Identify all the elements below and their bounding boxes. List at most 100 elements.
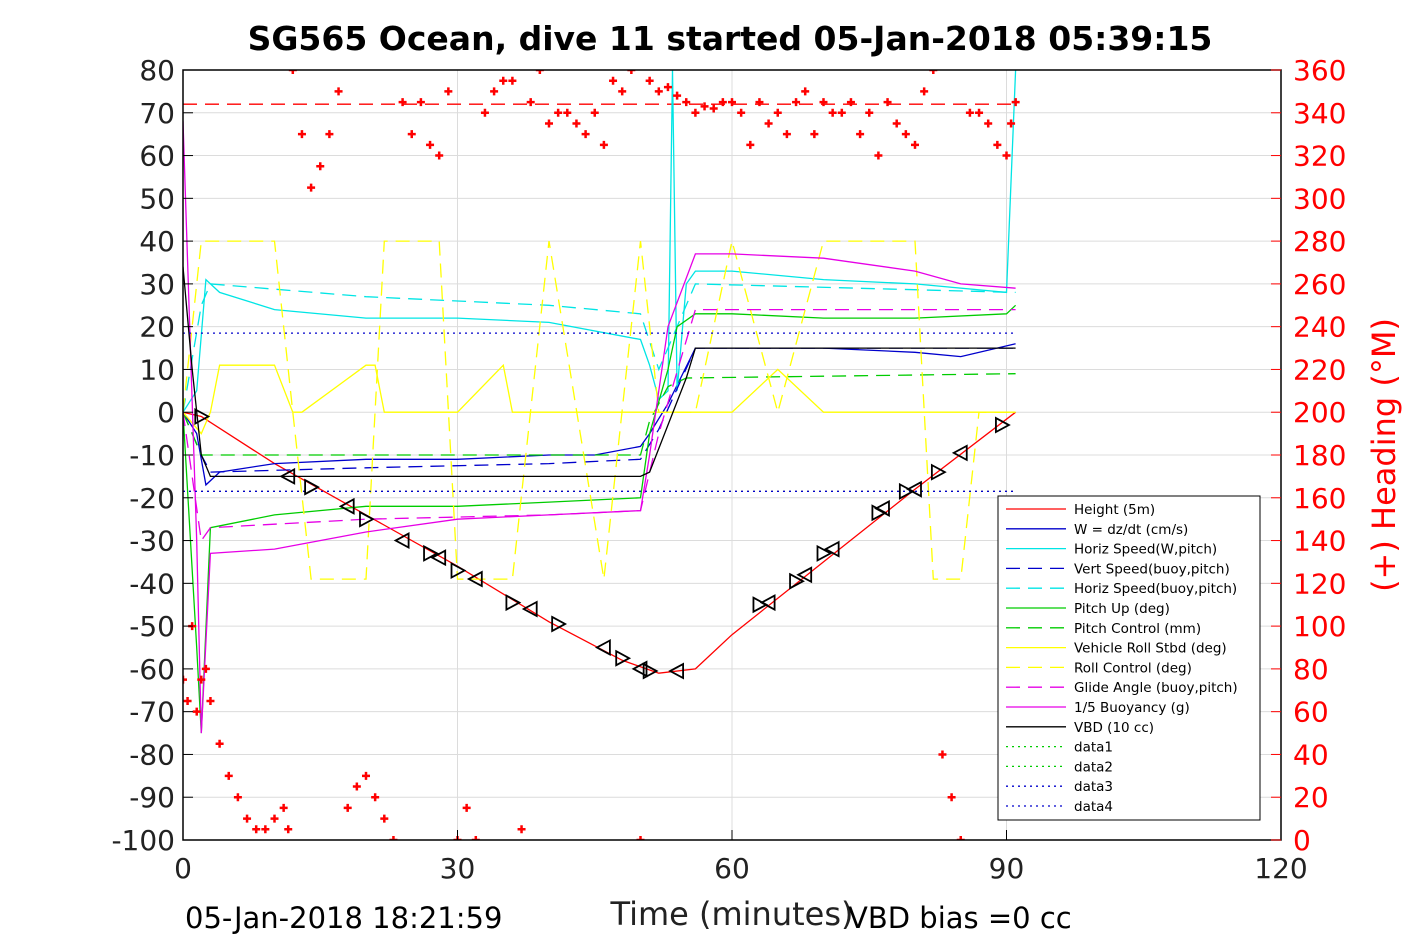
heading-point xyxy=(407,130,416,139)
heading-point xyxy=(911,140,919,149)
heading-point xyxy=(334,87,343,96)
y-tick-label: -20 xyxy=(129,482,175,515)
triangle-marker xyxy=(505,594,522,612)
heading-point xyxy=(901,130,910,139)
heading-point xyxy=(398,98,407,107)
y-right-tick-label: 360 xyxy=(1293,54,1346,87)
heading-point xyxy=(599,140,608,149)
y-right-tick-label: 200 xyxy=(1293,396,1346,429)
heading-point xyxy=(343,803,352,812)
heading-point xyxy=(545,119,553,128)
heading-point xyxy=(243,814,252,823)
heading-point xyxy=(773,108,782,117)
plot-area xyxy=(183,70,1020,840)
triangle-marker xyxy=(759,594,776,612)
triangle-marker xyxy=(874,499,890,517)
triangle-marker xyxy=(995,416,1011,434)
x-tick-label: 60 xyxy=(714,852,750,885)
heading-point xyxy=(288,70,297,74)
heading-point xyxy=(975,108,984,117)
heading-point xyxy=(801,87,810,96)
legend-label: data2 xyxy=(1074,759,1113,775)
heading-point xyxy=(792,98,801,107)
series-line-4 xyxy=(183,283,1016,413)
legend-label: 1/5 Buoyancy (g) xyxy=(1074,700,1190,716)
triangle-marker xyxy=(521,600,538,618)
legend-label: Height (5m) xyxy=(1074,502,1155,518)
heading-point xyxy=(192,707,201,716)
y-right-tick-label: 220 xyxy=(1293,353,1346,386)
triangle-marker xyxy=(279,467,296,485)
heading-point xyxy=(362,771,370,780)
x-tick-label: 120 xyxy=(1254,852,1307,885)
heading-point xyxy=(261,825,270,834)
triangle-marker xyxy=(423,544,439,562)
x-tick-label: 30 xyxy=(440,852,476,885)
triangle-marker xyxy=(631,660,648,678)
y-tick-label: 70 xyxy=(139,97,175,130)
y-tick-label: -60 xyxy=(129,653,175,686)
heading-point xyxy=(183,675,187,684)
heading-point xyxy=(929,70,938,74)
legend-label: VBD (10 cc) xyxy=(1074,720,1154,736)
heading-point xyxy=(609,76,618,85)
heading-point xyxy=(965,108,974,117)
heading-point xyxy=(499,76,508,85)
triangle-marker xyxy=(642,662,659,680)
heading-point xyxy=(233,793,242,802)
y-tick-label: 50 xyxy=(139,182,175,215)
series-line-5 xyxy=(183,304,1017,734)
heading-point xyxy=(526,98,535,107)
triangle-marker xyxy=(752,596,769,614)
heading-point xyxy=(755,98,764,107)
legend-label: W = dz/dt (cm/s) xyxy=(1074,522,1188,538)
heading-point xyxy=(462,803,471,812)
legend-label: Pitch Control (mm) xyxy=(1074,621,1201,637)
legend-label: Glide Angle (buoy,pitch) xyxy=(1074,680,1238,696)
heading-point xyxy=(920,87,929,96)
x-tick-label: 0 xyxy=(174,852,192,885)
heading-point xyxy=(728,98,736,107)
y-right-tick-label: 20 xyxy=(1293,781,1329,814)
heading-point xyxy=(636,836,645,840)
y-right-tick-label: 300 xyxy=(1293,182,1346,215)
y-right-tick-label: 160 xyxy=(1293,482,1346,515)
heading-point xyxy=(956,836,965,840)
y-right-tick-label: 60 xyxy=(1293,696,1329,729)
series-line-10 xyxy=(183,121,1016,734)
y-right-tick-label: 0 xyxy=(1293,824,1311,857)
y-tick-label: 30 xyxy=(139,268,175,301)
triangle-marker xyxy=(466,570,483,588)
legend-label: data4 xyxy=(1074,799,1113,815)
triangle-marker xyxy=(304,478,320,496)
heading-point xyxy=(435,151,444,160)
heading-point xyxy=(284,825,293,834)
triangle-marker xyxy=(194,407,211,426)
legend-label: Horiz Speed(W,pitch) xyxy=(1074,542,1217,558)
y-tick-label: 20 xyxy=(139,311,175,344)
heading-point xyxy=(618,87,627,96)
y-right-tick-label: 100 xyxy=(1293,610,1346,643)
y-right-tick-label: 180 xyxy=(1293,439,1346,472)
heading-point xyxy=(846,98,855,107)
heading-point xyxy=(416,98,425,107)
legend-label: Vehicle Roll Stbd (deg) xyxy=(1074,641,1227,657)
heading-point xyxy=(252,825,261,834)
y-right-tick-label: 260 xyxy=(1293,268,1346,301)
heading-point xyxy=(206,696,215,705)
series-line-6 xyxy=(183,373,1016,456)
y-tick-label: -10 xyxy=(129,439,175,472)
heading-point xyxy=(426,140,435,149)
y-right-tick-label: 340 xyxy=(1293,97,1346,130)
heading-point xyxy=(508,76,517,85)
heading-point xyxy=(535,70,544,74)
heading-point xyxy=(654,87,663,96)
triangle-marker xyxy=(668,662,684,680)
heading-point xyxy=(352,782,361,791)
triangle-marker xyxy=(898,482,915,500)
heading-point xyxy=(279,803,288,812)
heading-point xyxy=(938,750,947,759)
heading-point xyxy=(316,162,325,171)
heading-point xyxy=(746,140,755,149)
